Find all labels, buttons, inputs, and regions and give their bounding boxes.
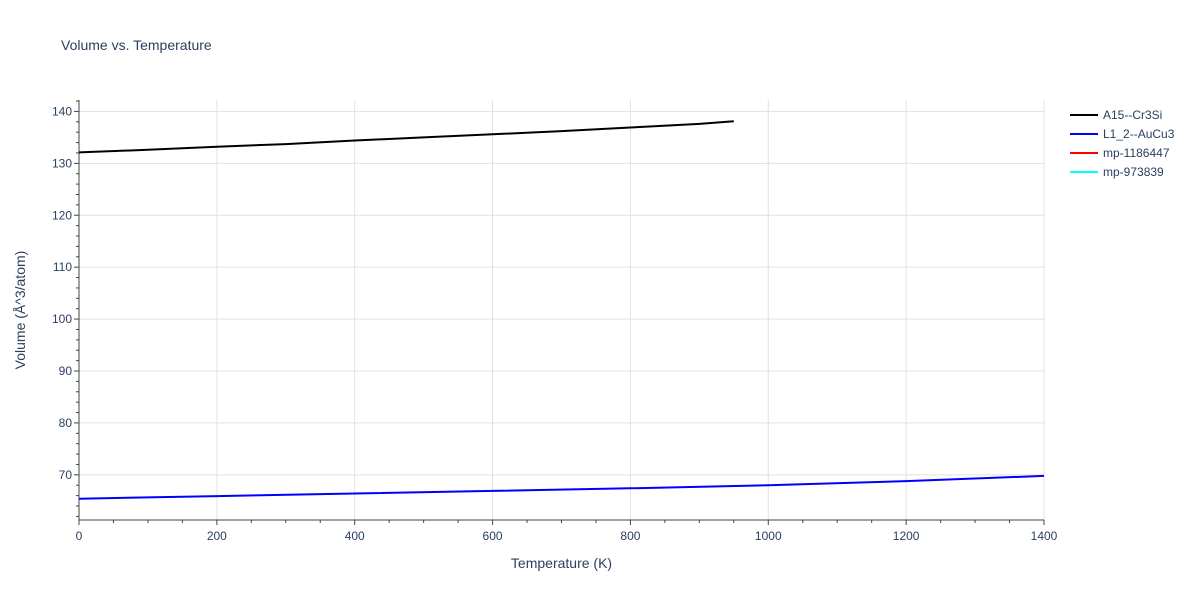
y-tick-label: 80 (59, 416, 73, 430)
y-axis-title: Volume (Å^3/atom) (12, 251, 28, 370)
y-tick-label: 70 (59, 468, 73, 482)
legend-label: mp-973839 (1103, 165, 1164, 179)
x-tick-label: 1000 (755, 529, 782, 543)
legend: A15--Cr3Si L1_2--AuCu3 mp-1186447 mp-973839 (1070, 108, 1175, 179)
grid (79, 100, 1045, 520)
x-tick-label: 800 (620, 529, 640, 543)
x-tick-label: 400 (345, 529, 365, 543)
x-tick-label: 1200 (893, 529, 920, 543)
y-tick-label: 140 (52, 104, 72, 118)
x-tick-label: 1400 (1031, 529, 1058, 543)
series-line-1 (78, 120, 734, 154)
chart-title: Volume vs. Temperature (61, 37, 212, 53)
x-axis-title: Temperature (K) (511, 555, 612, 571)
x-tick-label: 0 (76, 529, 83, 543)
y-tick-label: 130 (52, 156, 72, 170)
legend-label: A15--Cr3Si (1103, 108, 1162, 122)
y-tick-label: 90 (59, 364, 73, 378)
series-line-2 (78, 474, 1045, 500)
y-tick-label: 110 (53, 260, 72, 274)
x-tick-label: 600 (483, 529, 503, 543)
x-tick-label: 200 (207, 529, 227, 543)
axes: 0 200 400 600 800 1000 1200 1400 70 80 90 100 110 120… (52, 100, 1058, 543)
legend-label: mp-1186447 (1103, 146, 1170, 160)
plot-area (78, 120, 1045, 500)
legend-label: L1_2--AuCu3 (1103, 127, 1175, 141)
y-tick-label: 120 (52, 208, 72, 222)
y-tick-label: 100 (52, 312, 72, 326)
